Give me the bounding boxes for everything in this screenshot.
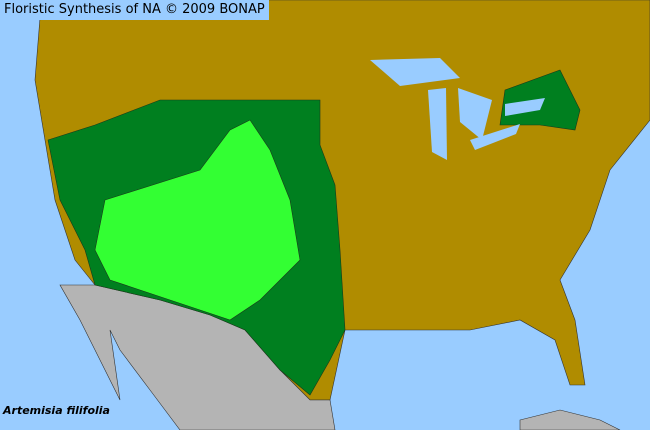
lake-huron [458,88,492,140]
species-label: Artemisia filifolia [3,404,110,417]
lake-michigan [428,88,447,160]
map-title: Floristic Synthesis of NA © 2009 BONAP [0,0,269,20]
range-bright-green [94,119,301,321]
lake-erie [470,124,520,150]
lake-superior [370,58,460,86]
cuba-land [519,409,621,430]
lake-ontario [505,98,545,116]
